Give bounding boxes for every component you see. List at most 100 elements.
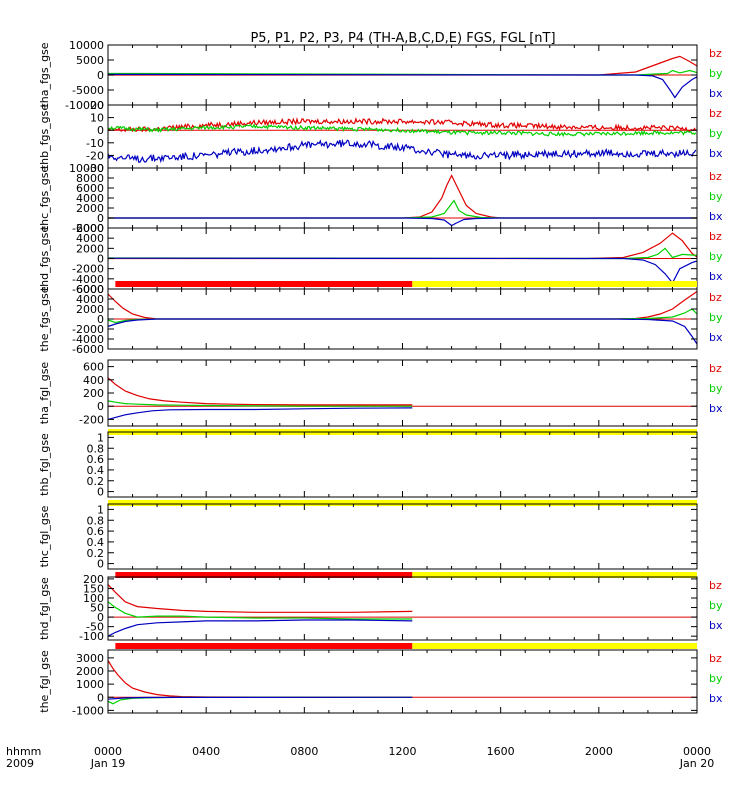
legend-bx-1: bx [709,147,723,160]
series-by-4 [107,308,698,324]
ytick-label-1-2: 0 [97,124,104,137]
series-bx-8 [107,619,413,637]
ytick-label-7-5: 0 [97,558,104,571]
legend-bz-8: bz [709,579,722,592]
ytick-label-6-5: 0 [97,486,104,499]
ytick-label-3-3: 0 [97,253,104,266]
series-bz-3 [108,232,698,260]
ytick-label-5-4: -200 [79,413,104,426]
ytick-label-9-4: -1000 [72,704,104,717]
panel-7: 10.80.60.40.20 thc_fgl_gse [38,503,698,578]
series-by-9 [107,696,413,705]
panel-frame-8 [107,576,698,641]
legend-by-8: by [709,599,723,612]
status-bar-7-1 [412,572,697,578]
ytick-label-4-0: 6000 [76,283,104,296]
ytick-label-2-2: 6000 [76,182,104,195]
ytick-label-1-1: 10 [90,112,104,125]
xtick-label-2: 0800 [290,745,318,758]
series-bx-3 [108,257,698,284]
panel-frame-5 [107,359,698,427]
status-bar-7-0 [115,572,413,578]
legend-by-0: by [709,67,723,80]
panel-frame-7 [107,503,698,570]
ytick-label-1-5: -30 [86,162,104,175]
ytick-label-4-6: -6000 [72,343,104,356]
ytick-label-0-2: 0 [97,69,104,82]
ytick-label-8-2: 100 [83,592,104,605]
ytick-label-4-5: -4000 [72,333,104,346]
series-bz-2 [108,174,697,219]
ytick-label-4-3: 0 [97,313,104,326]
ytick-label-7-4: 0.2 [87,547,105,560]
ytick-label-5-1: 400 [83,374,104,387]
ytick-label-7-2: 0.6 [87,525,105,538]
panel-frame-6 [107,431,698,498]
xtick-label-3: 1200 [389,745,417,758]
ylabel-7: thc_fgl_gse [38,505,51,567]
series-bz-8 [107,584,413,613]
ylabel-5: tha_fgl_gse [38,362,51,425]
ytick-label-2-3: 4000 [76,192,104,205]
ytick-label-9-3: 0 [97,691,104,704]
series-bx-0 [108,73,698,99]
ytick-label-8-1: 150 [83,582,104,595]
panel-frame-2 [107,167,698,229]
ylabel-4: the_fgs_gse [38,286,51,351]
legend-bz-9: bz [709,652,722,665]
x-corner-label-hhmm: hhmm [6,745,41,758]
ytick-label-2-6: -2000 [72,222,104,235]
series-bz-9 [107,660,413,698]
series-bz-1 [107,117,697,133]
series-by-2 [108,199,697,219]
xtick-label-4: 1600 [487,745,515,758]
ytick-label-0-4: -10000 [65,99,104,112]
ytick-label-6-0: 1 [97,431,104,444]
ylabel-9: the_fgl_gse [38,650,51,713]
ytick-label-2-5: 0 [97,212,104,225]
ytick-label-7-1: 0.8 [87,514,105,527]
status-bar-8-0 [115,643,413,649]
legend-bz-2: bz [709,170,722,183]
legend-by-3: by [709,250,723,263]
ylabel-0: tha_fgs_gse [38,42,51,107]
ytick-label-3-4: -2000 [72,263,104,276]
ytick-label-6-4: 0.2 [87,475,105,488]
panel-0: 10000 5000 0 -5000 -10000 tha_fgs_gse bz by bx [38,39,723,112]
legend-bx-3: bx [709,270,723,283]
ytick-label-2-1: 8000 [76,172,104,185]
ytick-label-8-5: -50 [86,621,104,634]
legend-bz-5: bz [709,362,722,375]
ytick-label-9-1: 2000 [76,665,104,678]
legend-bx-2: bx [709,210,723,223]
series-bx-2 [108,217,697,227]
ytick-label-3-5: -4000 [72,273,104,286]
series-by-1 [107,123,697,138]
legend-bx-8: bx [709,619,723,632]
ytick-label-3-2: 2000 [76,242,104,255]
ytick-label-1-0: 20 [90,99,104,112]
xtick-label-5: 2000 [585,745,613,758]
ytick-label-9-2: 1000 [76,678,104,691]
xtick-label-1: 0400 [192,745,220,758]
ytick-label-8-3: 50 [90,602,104,615]
ytick-label-5-3: 0 [97,400,104,413]
chart-title: P5, P1, P2, P3, P4 (TH-A,B,C,D,E) FGS, F… [250,31,555,46]
ylabel-1: thb_fgs_gse [38,104,51,170]
ytick-label-4-1: 4000 [76,293,104,306]
ytick-label-4-4: -2000 [72,323,104,336]
legend-bx-4: bx [709,331,723,344]
series-bz-5 [107,377,413,406]
panel-6: 10.80.60.40.20 thb_fgl_gse [38,431,698,506]
ytick-label-2-0: 10000 [69,162,104,175]
ytick-label-0-3: -5000 [72,84,104,97]
ytick-label-2-4: 2000 [76,202,104,215]
legend-bz-4: bz [709,291,722,304]
series-by-3 [108,247,698,260]
